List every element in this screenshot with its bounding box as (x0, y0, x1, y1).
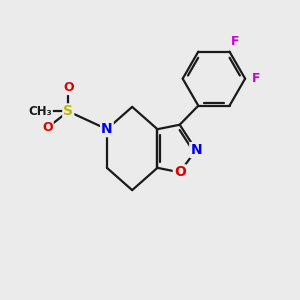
Text: F: F (231, 35, 239, 48)
Text: N: N (101, 122, 113, 136)
Text: F: F (252, 72, 261, 85)
Text: O: O (174, 165, 186, 179)
Text: O: O (63, 81, 74, 94)
Text: S: S (63, 104, 73, 118)
Text: N: N (190, 143, 202, 157)
Text: O: O (42, 121, 53, 134)
Text: CH₃: CH₃ (28, 105, 52, 118)
